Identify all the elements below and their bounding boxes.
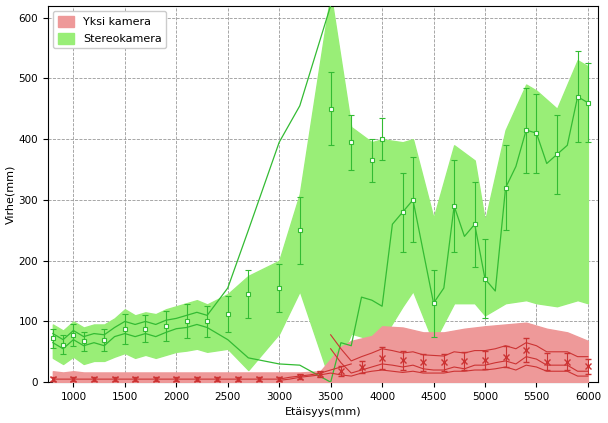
Y-axis label: Virhe(mm): Virhe(mm) — [5, 164, 16, 223]
Legend: Yksi kamera, Stereokamera: Yksi kamera, Stereokamera — [54, 11, 167, 49]
X-axis label: Etäisyys(mm): Etäisyys(mm) — [285, 407, 361, 418]
